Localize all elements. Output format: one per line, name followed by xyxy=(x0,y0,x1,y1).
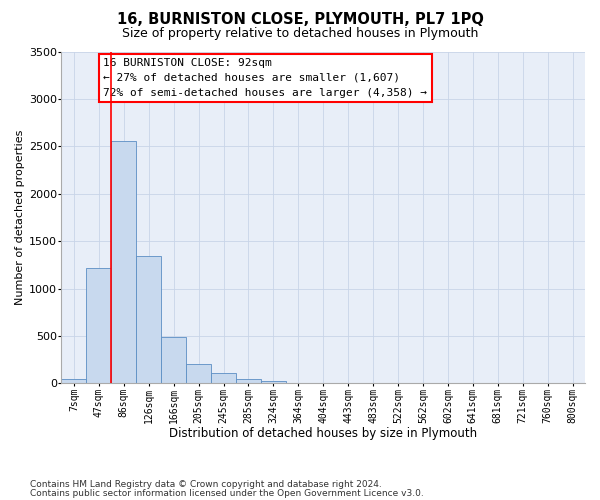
Bar xyxy=(236,378,261,384)
Bar xyxy=(261,380,286,384)
Bar xyxy=(211,373,236,384)
Y-axis label: Number of detached properties: Number of detached properties xyxy=(15,130,25,305)
Bar xyxy=(136,256,161,384)
Bar xyxy=(112,140,136,384)
Text: Contains public sector information licensed under the Open Government Licence v3: Contains public sector information licen… xyxy=(30,489,424,498)
Text: Contains HM Land Registry data © Crown copyright and database right 2024.: Contains HM Land Registry data © Crown c… xyxy=(30,480,382,489)
X-axis label: Distribution of detached houses by size in Plymouth: Distribution of detached houses by size … xyxy=(169,427,477,440)
Bar xyxy=(86,268,112,384)
Text: Size of property relative to detached houses in Plymouth: Size of property relative to detached ho… xyxy=(122,28,478,40)
Text: 16 BURNISTON CLOSE: 92sqm
← 27% of detached houses are smaller (1,607)
72% of se: 16 BURNISTON CLOSE: 92sqm ← 27% of detac… xyxy=(103,58,427,98)
Bar xyxy=(161,337,186,384)
Bar xyxy=(186,364,211,384)
Text: 16, BURNISTON CLOSE, PLYMOUTH, PL7 1PQ: 16, BURNISTON CLOSE, PLYMOUTH, PL7 1PQ xyxy=(116,12,484,28)
Bar xyxy=(61,378,86,384)
